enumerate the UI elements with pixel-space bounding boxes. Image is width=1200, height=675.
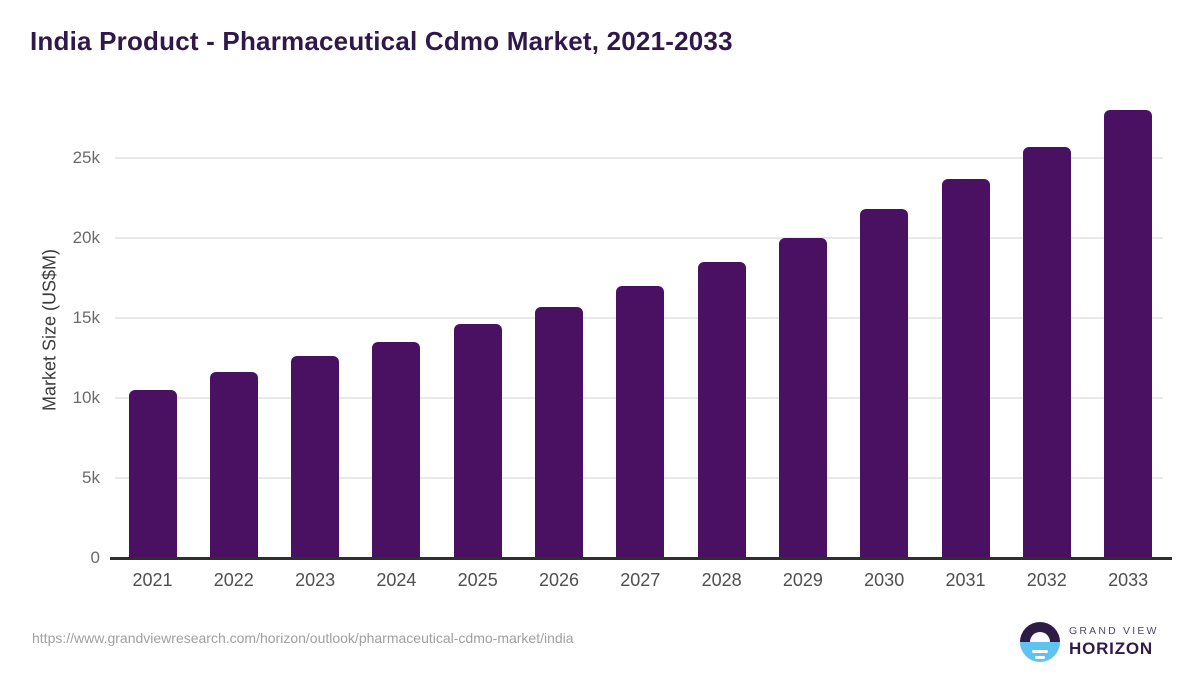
bar-2029 bbox=[778, 238, 827, 558]
x-tick-label-2033: 2033 bbox=[1108, 570, 1149, 590]
x-tick-label-2024: 2024 bbox=[376, 570, 417, 590]
bar-2027 bbox=[616, 286, 665, 558]
gridline-25k bbox=[115, 157, 1163, 159]
bar-2033 bbox=[1104, 110, 1153, 558]
brand-name-horizon: HORIZON bbox=[1069, 639, 1153, 658]
source-url: https://www.grandviewresearch.com/horizo… bbox=[32, 630, 574, 646]
x-tick-label-2025: 2025 bbox=[457, 570, 498, 590]
horizon-sunrise-icon bbox=[1020, 622, 1060, 662]
logo-reflection-line-1 bbox=[1032, 649, 1048, 653]
x-tick-label-2023: 2023 bbox=[295, 570, 336, 590]
bar-2030 bbox=[860, 209, 909, 558]
bar-2026 bbox=[535, 306, 583, 558]
x-axis-line bbox=[110, 557, 1172, 560]
logo-reflection-line-2 bbox=[1035, 655, 1045, 659]
y-tick-label-5k: 5k bbox=[82, 468, 100, 487]
bar-2023 bbox=[291, 356, 340, 558]
bar-2024 bbox=[372, 342, 421, 558]
brand-text: GRAND VIEW HORIZON bbox=[1069, 625, 1159, 659]
x-tick-label-2026: 2026 bbox=[538, 570, 580, 590]
brand-name-grand-view: GRAND VIEW bbox=[1069, 625, 1159, 637]
x-tick-label-2031: 2031 bbox=[945, 570, 986, 590]
y-tick-label-0: 0 bbox=[90, 548, 100, 567]
x-tick-label-2029: 2029 bbox=[782, 570, 823, 590]
bar-2022 bbox=[209, 372, 258, 558]
x-tick-label-2021: 2021 bbox=[132, 570, 173, 590]
x-tick-label-2022: 2022 bbox=[213, 570, 254, 590]
gridline-20k bbox=[115, 237, 1163, 239]
bar-2028 bbox=[697, 262, 746, 558]
brand-logo: GRAND VIEW HORIZON bbox=[1020, 622, 1159, 662]
y-tick-label-20k: 20k bbox=[72, 228, 100, 247]
x-tick-label-2027: 2027 bbox=[620, 570, 661, 590]
bar-2021 bbox=[128, 390, 177, 558]
y-tick-label-15k: 15k bbox=[72, 308, 100, 327]
x-tick-label-2032: 2032 bbox=[1026, 570, 1067, 590]
y-axis-title: Market Size (US$M) bbox=[39, 248, 60, 412]
chart-title: India Product - Pharmaceutical Cdmo Mark… bbox=[30, 26, 733, 56]
y-tick-label-10k: 10k bbox=[72, 388, 100, 407]
x-tick-label-2030: 2030 bbox=[864, 570, 905, 590]
y-tick-label-25k: 25k bbox=[72, 148, 100, 167]
bar-2031 bbox=[941, 178, 990, 558]
x-tick-label-2028: 2028 bbox=[701, 570, 742, 590]
bar-2032 bbox=[1022, 146, 1071, 558]
bar-2025 bbox=[453, 324, 502, 558]
